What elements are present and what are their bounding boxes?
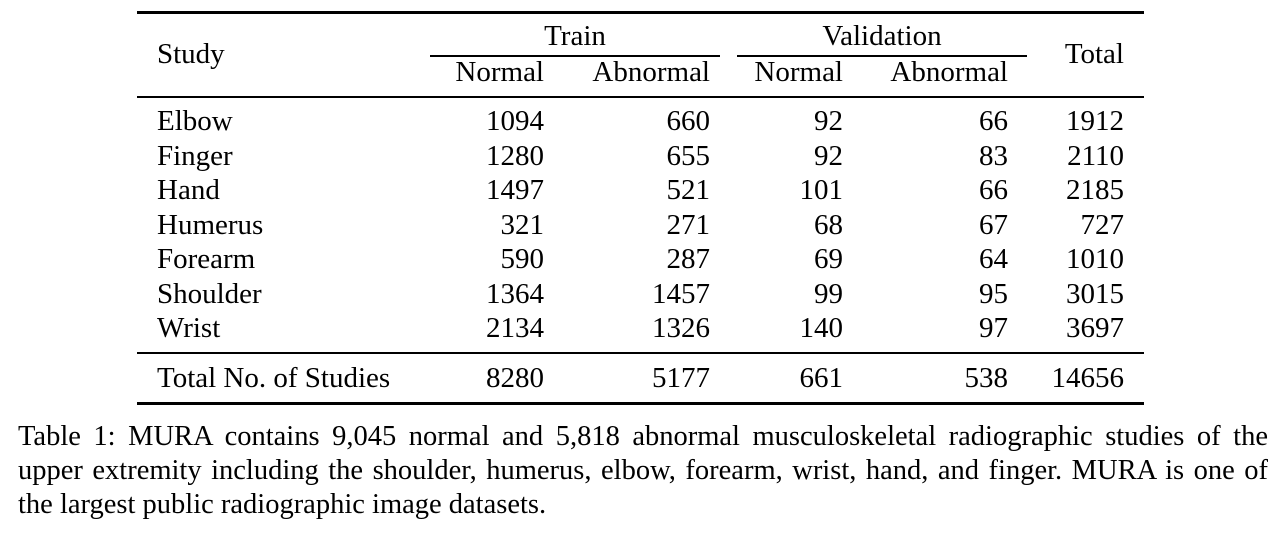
row-total: 1912 (1066, 105, 1124, 137)
row-total: 2185 (1066, 174, 1124, 206)
row-val-abnormal: 66 (979, 105, 1008, 137)
row-val-normal: 69 (814, 243, 843, 275)
row-train-normal: 321 (500, 208, 545, 241)
row-train-abnormal: 1457 (652, 277, 710, 310)
row-total: 1010 (1066, 243, 1124, 275)
train-group-rule (430, 55, 720, 57)
row-train-normal: 1497 (486, 174, 544, 206)
row-val-abnormal: 64 (979, 243, 1008, 275)
header-study: Study (157, 38, 225, 70)
row-train-normal: 2134 (486, 312, 544, 344)
row-val-normal: 92 (814, 105, 843, 137)
header-total: Total (1064, 38, 1124, 70)
header-validation: Validation (822, 20, 942, 52)
validation-group-rule (737, 55, 1027, 57)
row-train-normal: 1094 (486, 105, 544, 137)
row-val-abnormal: 97 (979, 312, 1008, 344)
row-total: 2110 (1067, 139, 1124, 172)
row-train-abnormal: 655 (666, 139, 711, 172)
row-study: Wrist (157, 312, 221, 344)
row-study: Humerus (157, 208, 264, 241)
row-study: Elbow (157, 105, 233, 137)
row-val-normal: 140 (799, 312, 844, 344)
total-grand-total: 14656 (1051, 362, 1125, 394)
total-train-abnormal: 5177 (652, 362, 710, 394)
total-train-normal: 8280 (486, 362, 544, 394)
total-separator-rule (137, 352, 1144, 354)
header-val-normal: Normal (754, 56, 843, 88)
total-val-abnormal: 538 (964, 362, 1009, 394)
row-val-abnormal: 83 (979, 139, 1008, 172)
table-caption: Table 1: MURA contains 9,045 normal and … (18, 421, 1268, 520)
table-bottom-rule (137, 402, 1144, 405)
header-train-abnormal: Abnormal (592, 56, 710, 88)
table-top-rule (137, 11, 1144, 14)
header-train: Train (544, 20, 606, 52)
row-study: Shoulder (157, 277, 262, 310)
row-train-abnormal: 1326 (652, 312, 710, 344)
row-train-abnormal: 521 (666, 174, 711, 206)
row-train-normal: 1364 (486, 277, 544, 310)
row-train-abnormal: 271 (666, 208, 711, 241)
row-train-abnormal: 660 (666, 105, 711, 137)
row-val-normal: 68 (814, 208, 843, 241)
row-val-normal: 99 (814, 277, 843, 310)
row-val-abnormal: 95 (979, 277, 1008, 310)
row-train-abnormal: 287 (666, 243, 711, 275)
row-total: 727 (1080, 208, 1125, 241)
row-val-abnormal: 66 (979, 174, 1008, 206)
row-val-normal: 92 (814, 139, 843, 172)
row-study: Forearm (157, 243, 256, 275)
row-val-abnormal: 67 (979, 208, 1008, 241)
row-study: Finger (157, 139, 233, 172)
row-total: 3015 (1066, 277, 1124, 310)
total-val-normal: 661 (799, 362, 844, 394)
row-train-normal: 590 (500, 243, 545, 275)
row-total: 3697 (1066, 312, 1124, 344)
row-train-normal: 1280 (486, 139, 544, 172)
header-bottom-rule (137, 96, 1144, 98)
header-train-normal: Normal (455, 56, 544, 88)
header-val-abnormal: Abnormal (890, 56, 1008, 88)
row-val-normal: 101 (799, 174, 844, 206)
row-study: Hand (157, 174, 220, 206)
total-row-label: Total No. of Studies (157, 362, 391, 394)
